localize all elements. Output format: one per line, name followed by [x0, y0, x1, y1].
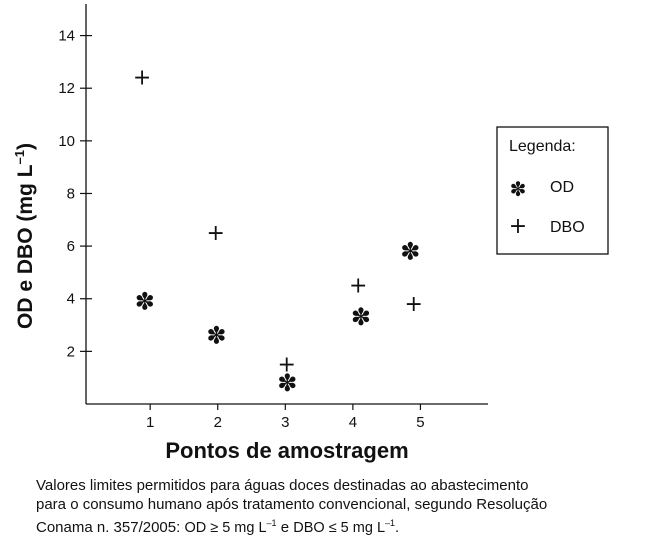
caption-od-text: OD ≥ 5 mg L	[184, 519, 267, 536]
caption-connector: e	[276, 518, 294, 536]
od-point: ✽	[351, 303, 371, 331]
legend-label-dbo: DBO	[550, 219, 585, 236]
legend-title: Legenda:	[509, 138, 576, 155]
od-point: ✽	[400, 237, 420, 265]
od-point: ✽	[135, 287, 155, 315]
x-tick-label: 1	[146, 414, 154, 431]
dbo-point: +	[349, 274, 367, 299]
caption-dbo-limit: DBO ≤ 5 mg L–1	[293, 518, 396, 536]
y-tick-label: 14	[58, 28, 75, 45]
legend: Legenda: ✽ OD + DBO	[496, 126, 609, 255]
chart-caption: Valores limites permitidos para águas do…	[36, 476, 636, 538]
y-axis-label-superscript: –1	[12, 150, 27, 164]
caption-od-superscript: –1	[266, 518, 277, 528]
x-ticks: 1 2 3 4 5	[146, 404, 425, 431]
legend-marker-od: ✽	[510, 177, 527, 201]
dbo-point: +	[207, 221, 225, 246]
legend-box	[496, 126, 609, 255]
caption-dbo-superscript: –1	[385, 518, 396, 528]
y-tick-label: 6	[67, 238, 75, 255]
legend-label-od: OD	[550, 179, 574, 196]
x-tick-label: 4	[349, 414, 357, 431]
y-tick-label: 2	[67, 343, 75, 360]
caption-end: .	[395, 518, 400, 536]
y-tick-label: 8	[67, 185, 75, 202]
y-axis-label-text: OD e DBO (mg L	[14, 164, 37, 329]
legend-marker-dbo: +	[509, 214, 527, 239]
caption-od-limit: OD ≥ 5 mg L–1	[184, 518, 277, 536]
y-ticks: 2 4 6 8 10 12 14	[58, 28, 92, 360]
y-tick-label: 4	[67, 291, 75, 308]
caption-line-2: para o consumo humano após tratamento co…	[36, 496, 548, 513]
caption-dbo-text: DBO ≤ 5 mg L	[293, 519, 386, 536]
x-axis-label: Pontos de amostragem	[165, 438, 408, 463]
dbo-point: +	[133, 66, 151, 91]
axes	[85, 4, 488, 405]
y-tick-label: 12	[58, 80, 75, 97]
x-tick-label: 3	[281, 414, 289, 431]
y-axis-label: OD e DBO (mg L–1)	[12, 143, 37, 329]
caption-line-1: Valores limites permitidos para águas do…	[36, 477, 529, 494]
y-axis-label-close: )	[14, 143, 37, 150]
y-tick-label: 10	[58, 133, 75, 150]
x-tick-label: 2	[214, 414, 222, 431]
data-points: ✽✽✽✽✽+++++	[133, 66, 423, 397]
x-tick-label: 5	[416, 414, 424, 431]
od-point: ✽	[277, 369, 297, 397]
caption-line-3: Conama n. 357/2005: OD ≥ 5 mg L–1 e DBO …	[36, 514, 636, 538]
dbo-point: +	[277, 353, 295, 378]
caption-line-3-start: Conama n. 357/2005:	[36, 518, 181, 536]
od-point: ✽	[206, 322, 226, 350]
dbo-point: +	[404, 292, 422, 317]
